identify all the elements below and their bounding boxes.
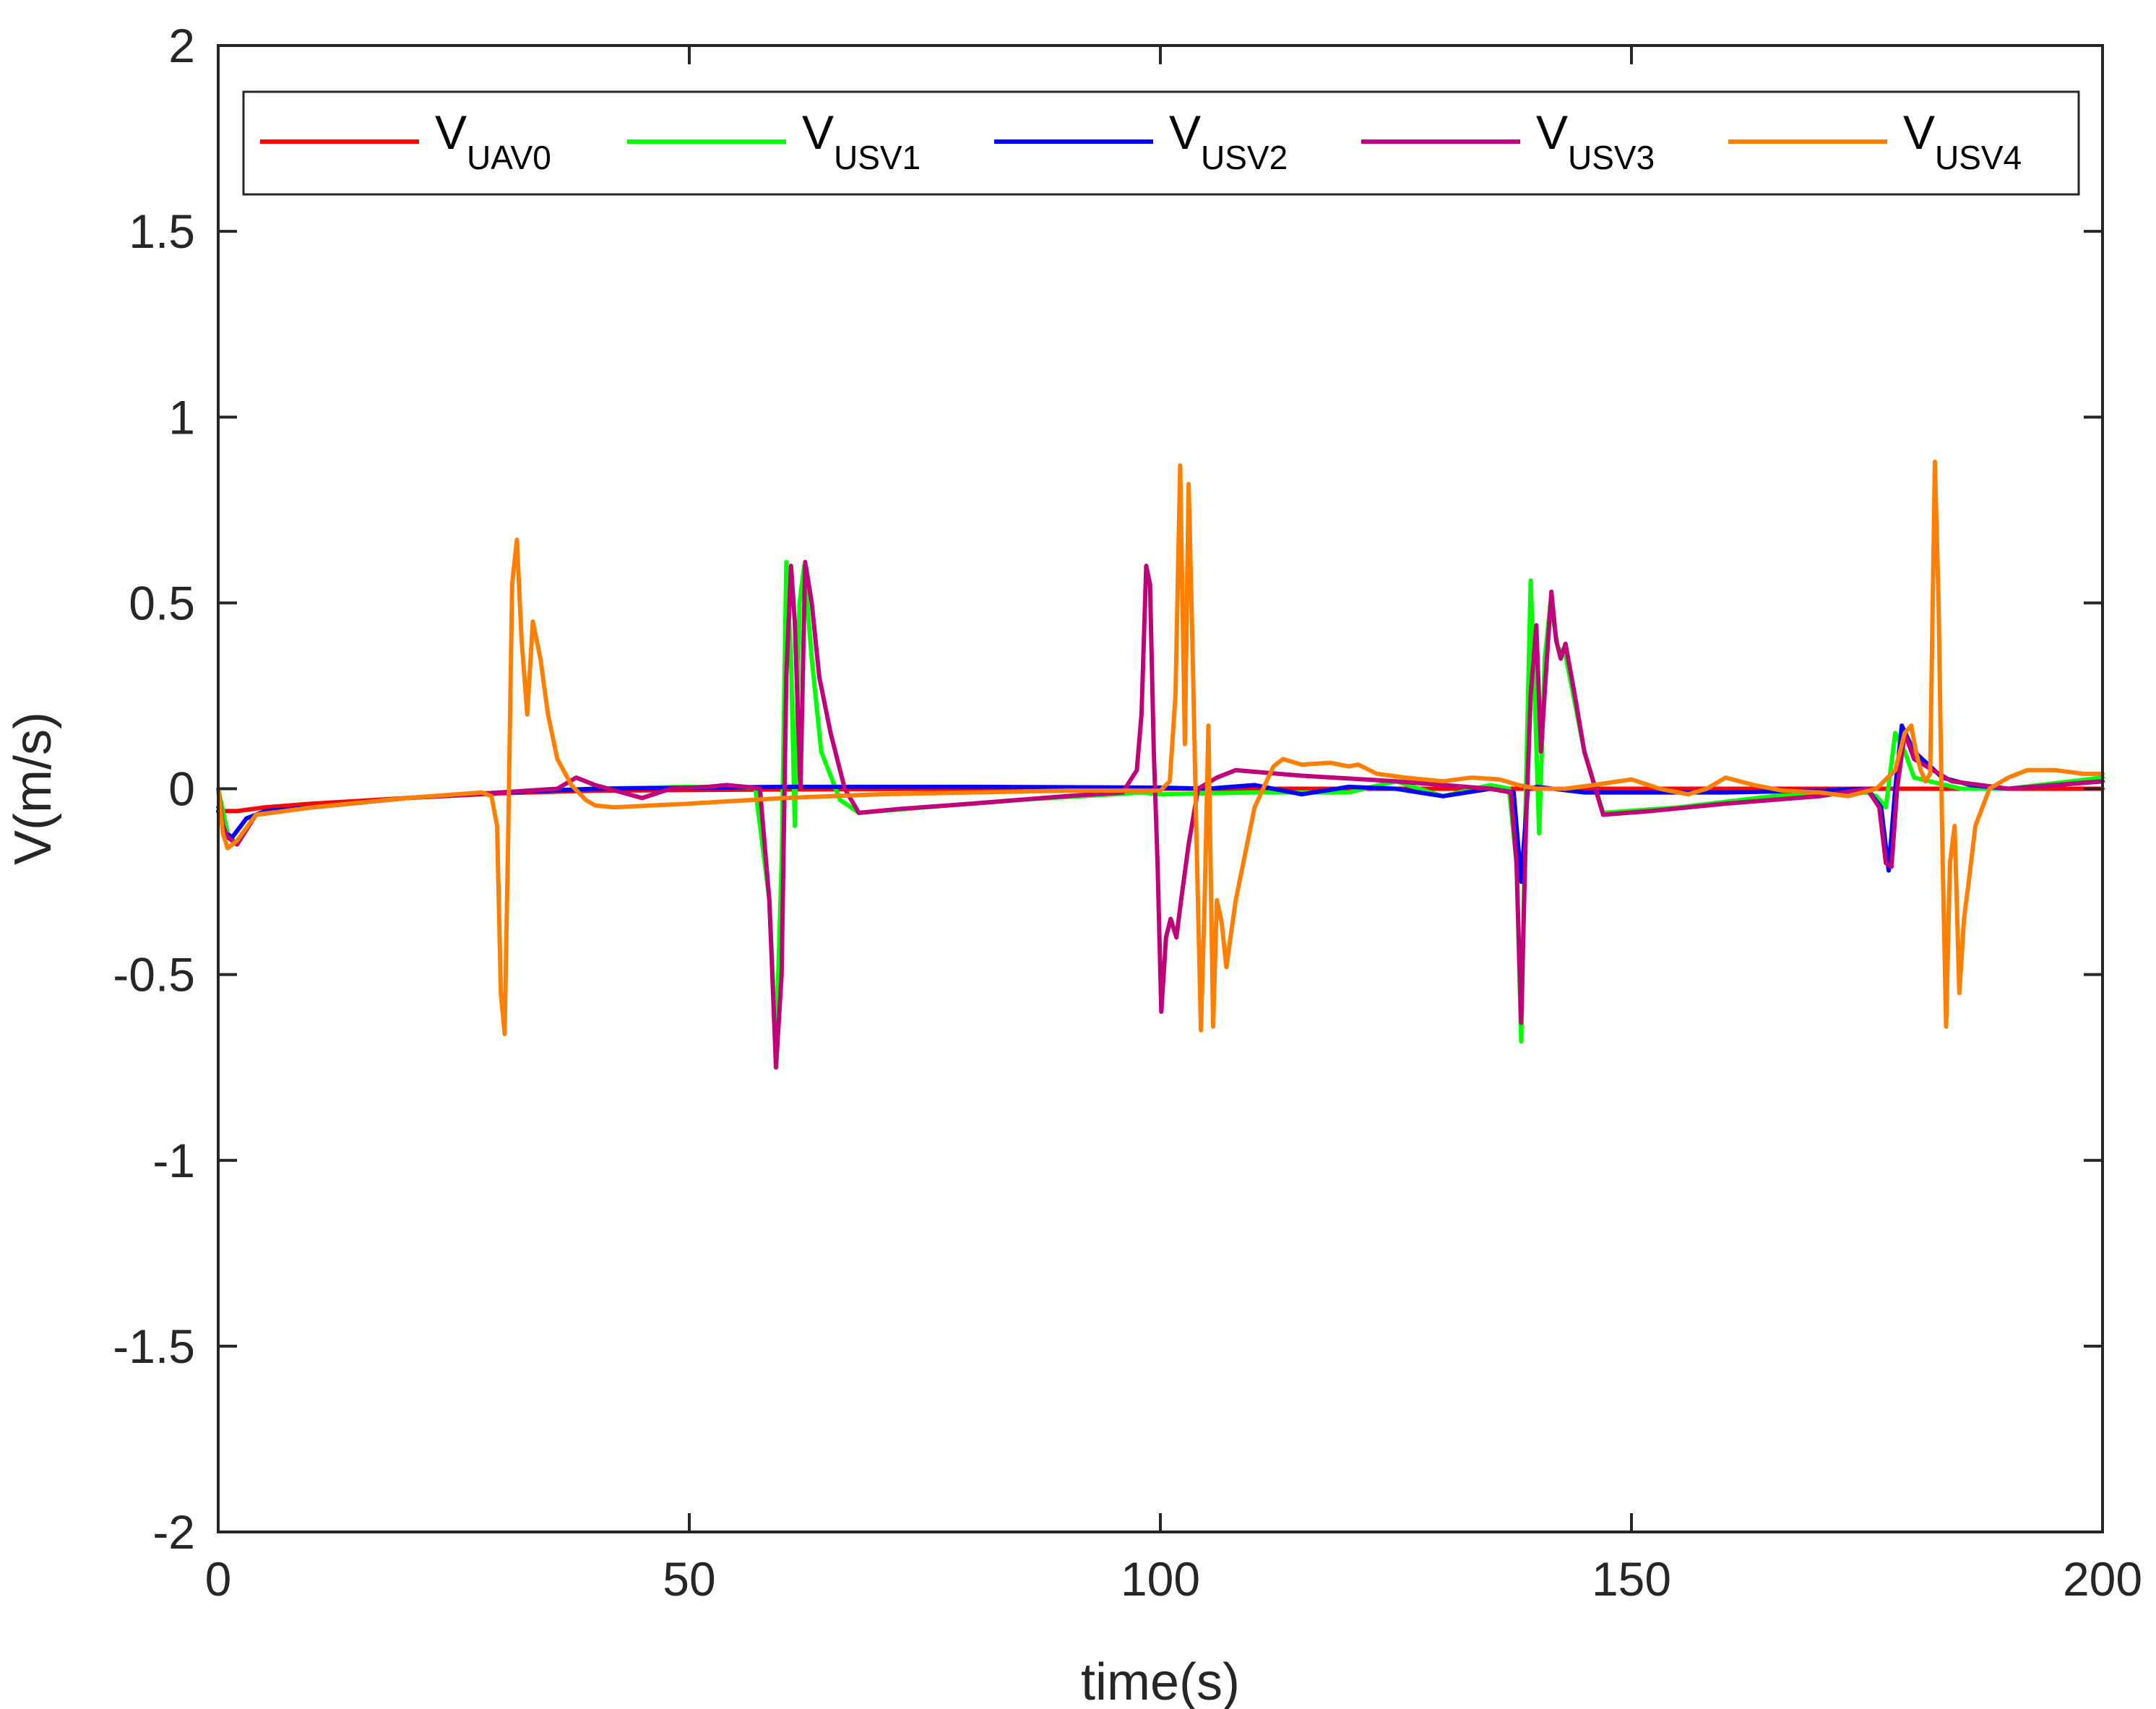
legend: VUAV0 VUSV1 VUSV2 VUSV3 VUSV4 [242,90,2080,196]
x-tick-label: 200 [2063,1552,2142,1606]
x-tick-label: 150 [1592,1552,1671,1606]
x-tick-label: 50 [663,1552,715,1606]
x-tick-label: 0 [205,1552,232,1606]
y-tick-label: 2 [168,19,195,72]
legend-label-usv2: VUSV2 [1169,106,1288,176]
y-tick-label: -1 [152,1134,195,1187]
series-line-usv4 [216,460,2105,1036]
legend-label-usv1: VUSV1 [802,106,920,176]
y-tick-label: 1 [168,390,195,444]
legend-label-uav0: VUAV0 [435,106,551,176]
y-tick-label: 0.5 [129,576,195,629]
y-tick-label: -1.5 [113,1320,195,1373]
y-axis-label: V(m/s) [4,712,62,865]
series-line-uav0 [216,786,2105,814]
x-tick-label: 100 [1121,1552,1200,1606]
series-line-usv3 [216,559,2105,1070]
y-tick-label: -2 [152,1505,195,1559]
x-axis-label: time(s) [1081,1653,1240,1709]
legend-items: VUAV0 VUSV1 VUSV2 VUSV3 VUSV4 [260,106,2022,176]
y-tick-label: 1.5 [129,205,195,258]
ticks-layer: 0 50 100 150 200 -2 -1.5 -1 -0.5 0 0.5 1 1.5 2 [113,19,2142,1606]
legend-label-usv4: VUSV4 [1903,106,2022,176]
y-tick-label: 0 [168,762,195,816]
series-layer [216,460,2105,1070]
y-tick-label: -0.5 [113,948,195,1002]
legend-label-usv3: VUSV3 [1536,106,1655,176]
